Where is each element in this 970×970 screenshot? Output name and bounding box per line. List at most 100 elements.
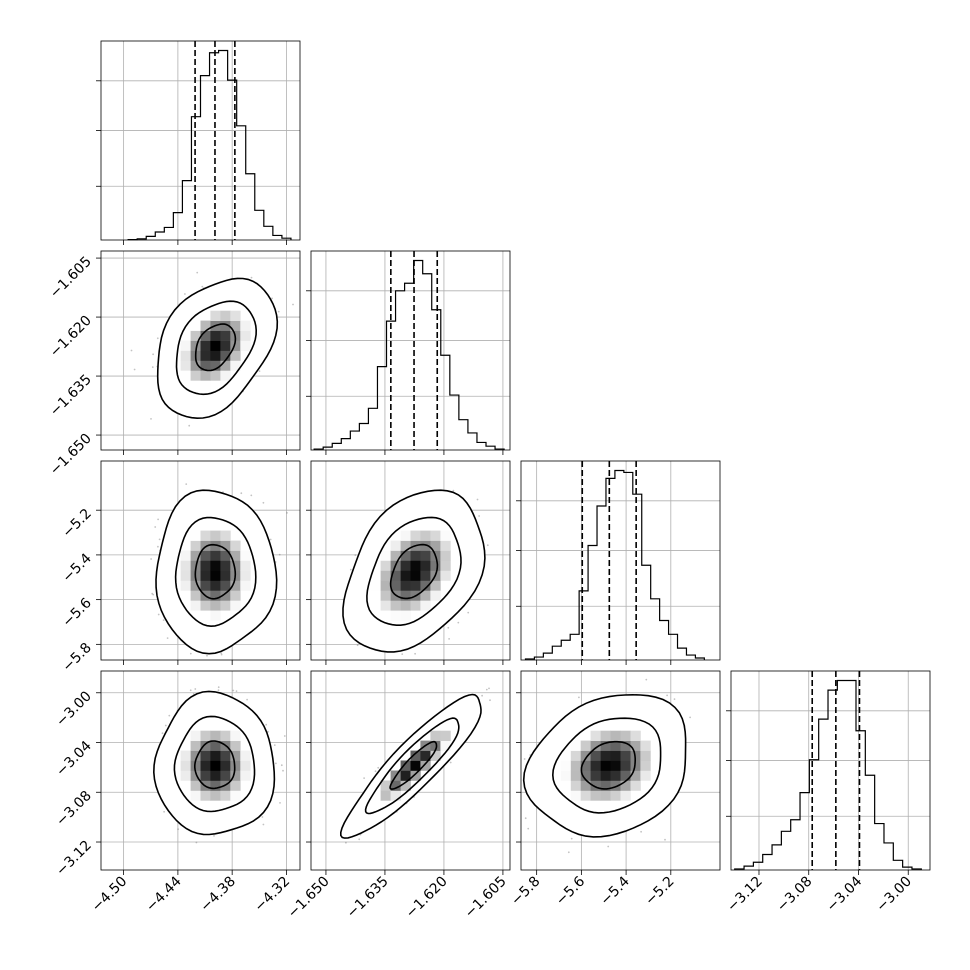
density-cell	[190, 540, 201, 551]
contour-line	[175, 300, 258, 396]
density-cell	[200, 550, 211, 561]
contour-line	[174, 516, 257, 628]
density-cell	[220, 320, 231, 331]
density-cell	[380, 550, 391, 561]
density-cell	[210, 370, 221, 381]
density-cell	[420, 590, 431, 601]
density-cell	[210, 350, 221, 361]
density-cell	[630, 770, 641, 781]
density-cell	[430, 590, 441, 601]
panel-content	[101, 461, 300, 660]
density-cell	[210, 590, 221, 601]
density-cell	[220, 730, 231, 741]
density-cell	[400, 770, 411, 781]
y-tick-label: −5.4	[59, 550, 94, 585]
density-cell	[240, 340, 251, 351]
density-cell	[200, 540, 211, 551]
density-cell	[410, 600, 421, 611]
density-cell	[220, 590, 231, 601]
density-cell	[390, 540, 401, 551]
contour-line	[580, 740, 636, 790]
density-cell	[210, 570, 221, 581]
density-cell	[600, 760, 611, 771]
density-cell	[420, 550, 431, 561]
density-cell	[580, 740, 591, 751]
density-cell	[560, 770, 572, 781]
contour-line	[389, 740, 438, 790]
density-cell	[230, 790, 241, 801]
x-tick-label: −3.00	[873, 874, 915, 916]
density-panel	[96, 670, 301, 875]
density-cell	[210, 310, 221, 321]
density-cell	[230, 600, 241, 611]
density-cell	[180, 360, 191, 371]
density-cell	[210, 760, 221, 771]
density-cell	[220, 340, 231, 351]
y-tick-label: −5.6	[59, 595, 94, 630]
density-panel	[96, 250, 301, 455]
contour-line	[194, 323, 237, 372]
density-cell	[420, 580, 431, 591]
density-cell	[190, 530, 201, 541]
density-cell	[420, 560, 431, 571]
density-cell	[210, 530, 221, 541]
density-cell	[190, 790, 201, 801]
density-cell	[420, 600, 431, 611]
density-cell	[400, 530, 411, 541]
density-cell	[190, 740, 201, 751]
density-cell	[620, 730, 631, 741]
density-cell	[590, 780, 601, 791]
histogram-step	[127, 49, 292, 241]
density-cell	[410, 770, 421, 781]
density-cell	[370, 580, 381, 591]
density-cell	[590, 750, 601, 761]
density-cell	[580, 780, 591, 791]
density-cell	[210, 750, 221, 761]
density-cell	[390, 790, 401, 801]
density-cell	[180, 580, 191, 591]
density-cell	[230, 540, 241, 551]
histogram-step	[313, 259, 505, 450]
density-cell	[180, 350, 191, 361]
density-cell	[440, 530, 451, 541]
density-cell	[610, 760, 621, 771]
density-cell	[230, 310, 241, 321]
density-cell	[640, 760, 651, 771]
density-cell	[610, 750, 621, 761]
density-cell	[200, 330, 211, 341]
density-cell	[210, 360, 221, 371]
y-tick-label: −3.00	[53, 688, 95, 730]
density-cell	[380, 590, 391, 601]
density-cell	[570, 790, 582, 801]
density-cell	[190, 580, 201, 591]
density-panel	[96, 460, 301, 665]
density-cell	[620, 750, 631, 761]
density-cell	[180, 760, 191, 771]
contour-line	[389, 543, 439, 600]
density-cell	[220, 760, 231, 771]
density-cell	[240, 320, 251, 331]
density-cell	[210, 330, 221, 341]
density-cell	[610, 730, 621, 741]
density-cell	[580, 750, 591, 761]
density-cell	[200, 770, 211, 781]
density-cell	[210, 790, 221, 801]
density-cell	[620, 740, 631, 751]
y-tick-label: −3.04	[53, 738, 95, 780]
panel-frame	[310, 670, 511, 871]
density-cell	[200, 370, 211, 381]
density-cell	[220, 580, 231, 591]
y-tick-label: −3.08	[53, 788, 95, 830]
density-cell	[240, 760, 251, 771]
density-cell	[570, 770, 582, 781]
y-tick-label: −1.620	[47, 313, 95, 361]
density-cell	[410, 760, 421, 771]
density-cell	[600, 730, 611, 741]
density-cell	[400, 560, 411, 571]
density-cell	[580, 770, 591, 781]
x-tick-label: −3.04	[824, 873, 866, 915]
x-tick-label: −5.8	[508, 874, 543, 909]
density-cell	[200, 350, 211, 361]
density-panel	[306, 670, 511, 875]
